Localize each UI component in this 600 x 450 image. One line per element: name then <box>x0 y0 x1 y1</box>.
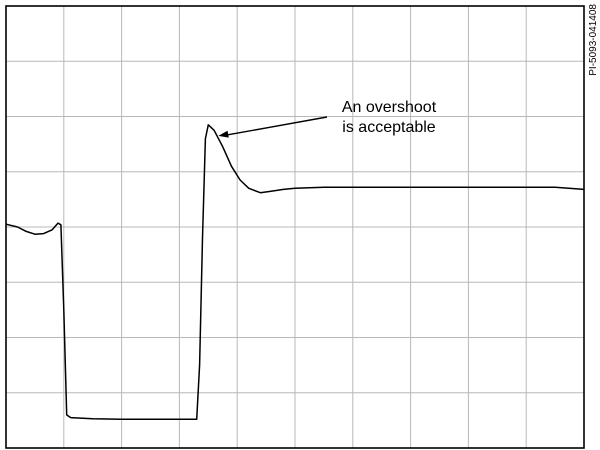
annotation-line-2: is acceptable <box>342 119 435 136</box>
graticule-frame <box>5 5 585 449</box>
waveform-trace <box>5 124 585 421</box>
grid <box>6 6 584 448</box>
annotation-arrowhead <box>218 130 229 138</box>
annotation: An overshoot is acceptable <box>218 99 437 138</box>
figure-id: PI-5093-041408 <box>588 4 599 76</box>
annotation-arrow <box>224 116 328 137</box>
annotation-line-1: An overshoot <box>342 99 437 116</box>
